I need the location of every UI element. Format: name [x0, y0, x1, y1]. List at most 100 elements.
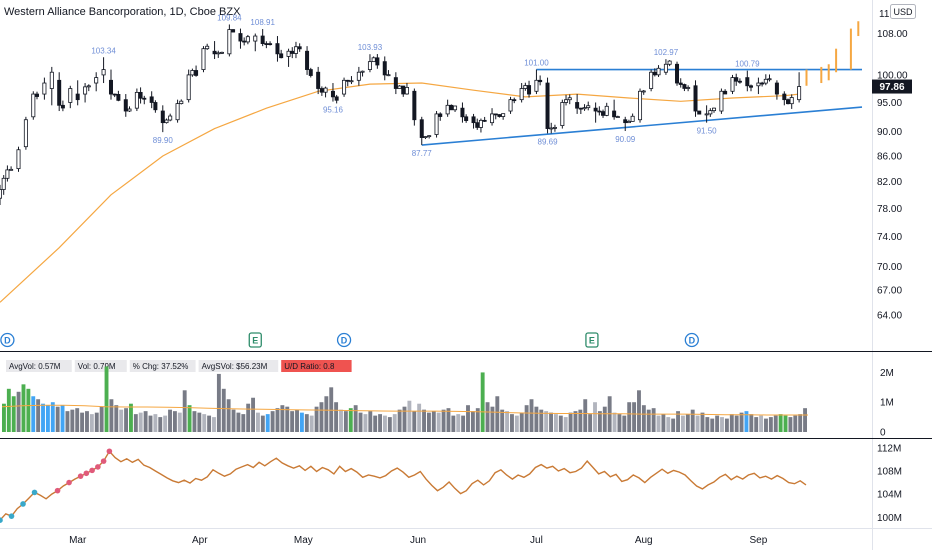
candle-body — [675, 63, 680, 84]
volume-bar — [739, 412, 744, 432]
volume-bar — [45, 405, 50, 432]
candle-body — [168, 115, 173, 121]
relative-strength-line — [0, 448, 807, 524]
price-tick-label: 95.00 — [877, 98, 902, 109]
volume-bar — [720, 417, 724, 432]
candle-body — [749, 85, 754, 88]
candle-body — [449, 104, 454, 111]
candle-body — [560, 102, 565, 126]
price-tick-label: 108.00 — [877, 29, 908, 40]
candle-body — [734, 77, 739, 82]
volume-bar — [583, 399, 588, 432]
candle-body — [94, 77, 99, 84]
volume-bar — [148, 415, 153, 432]
volume-bar — [221, 388, 226, 432]
rs-dot — [100, 458, 107, 464]
volume-bar — [529, 399, 534, 432]
volume-bar — [265, 414, 270, 432]
volume-bar — [241, 414, 246, 432]
volume-bar — [524, 405, 529, 432]
volume-bar — [651, 408, 656, 432]
candle-body — [175, 103, 180, 121]
candle-body — [730, 77, 735, 92]
volume-bar — [31, 396, 36, 432]
candle-body — [475, 122, 480, 128]
candle-body — [427, 135, 432, 138]
volume-bar — [426, 412, 431, 432]
earnings-marker — [585, 332, 599, 348]
candle-body — [712, 107, 717, 112]
candle-body — [219, 51, 224, 54]
candle-body — [212, 50, 217, 55]
candle-body — [638, 90, 643, 121]
dividend-marker — [0, 332, 15, 348]
currency-chip[interactable]: 11 USD — [879, 4, 916, 21]
volume-bar — [553, 414, 558, 432]
volume-bar — [700, 412, 705, 432]
candle-body — [316, 71, 321, 89]
volume-bar — [637, 390, 641, 432]
price-annotation: 103.93 — [358, 43, 383, 52]
rs-dot — [0, 517, 3, 524]
volume-bar — [456, 414, 461, 432]
candle-body — [186, 74, 191, 101]
volume-bar — [182, 390, 187, 432]
volume-bar — [2, 403, 6, 432]
last-price-box — [872, 79, 912, 94]
rs-dot — [89, 467, 95, 474]
candle-body — [656, 67, 661, 76]
candle-body — [142, 97, 147, 100]
candle-body — [360, 70, 365, 73]
volume-bar — [104, 366, 109, 432]
candle-body — [693, 85, 698, 112]
candle-body — [604, 105, 609, 116]
time-tick-label: Aug — [635, 535, 653, 546]
candle-body — [279, 53, 284, 59]
rs-tick-label: 108M — [877, 466, 902, 477]
dividend-letter: D — [341, 336, 348, 346]
candle-body — [194, 70, 199, 76]
candle-body — [75, 93, 80, 101]
stat-chip-label: AvgVol: 0.57M — [9, 362, 61, 371]
stat-chip-label: Vol: 0.79M — [78, 362, 116, 371]
candle-body — [42, 82, 47, 95]
volume-bar — [275, 408, 280, 432]
price-tick-label: 90.00 — [877, 127, 902, 138]
volume-bar — [641, 405, 646, 432]
volume-bar — [729, 414, 734, 432]
time-tick-label: Jul — [530, 535, 543, 546]
volume-bar — [470, 411, 475, 432]
volume-bar — [622, 415, 627, 432]
volume-bar — [55, 406, 60, 432]
volume-bar — [319, 402, 324, 432]
candle-body — [375, 57, 380, 66]
candle-body — [330, 90, 335, 98]
price-annotation: 109.84 — [217, 13, 242, 22]
candle-body — [745, 77, 750, 87]
candle-body — [723, 90, 728, 95]
volume-bar — [231, 409, 236, 432]
candle-body — [626, 121, 631, 124]
volume-bar — [680, 415, 685, 432]
stat-chip-label: % Chg: 37.52% — [133, 362, 189, 371]
candle-body — [201, 48, 206, 70]
candle-body — [57, 79, 62, 106]
volume-bar — [627, 402, 632, 432]
volume-bar — [461, 415, 466, 432]
volume-tick-label: 2M — [880, 368, 894, 379]
candle-body — [9, 168, 14, 171]
candle-body — [164, 119, 169, 124]
dividend-letter: D — [4, 336, 11, 346]
volume-bar — [373, 415, 378, 432]
moving-average-line — [0, 82, 800, 303]
volume-bar — [285, 406, 290, 432]
rs-dot — [20, 501, 26, 507]
rs-axis: 112M 108M 104M 100M — [877, 443, 902, 524]
volume-bar — [197, 412, 202, 432]
candle-body — [582, 107, 587, 110]
price-annotation: 108.91 — [250, 18, 275, 27]
volume-bar — [593, 402, 597, 432]
volume-bar — [109, 399, 114, 432]
